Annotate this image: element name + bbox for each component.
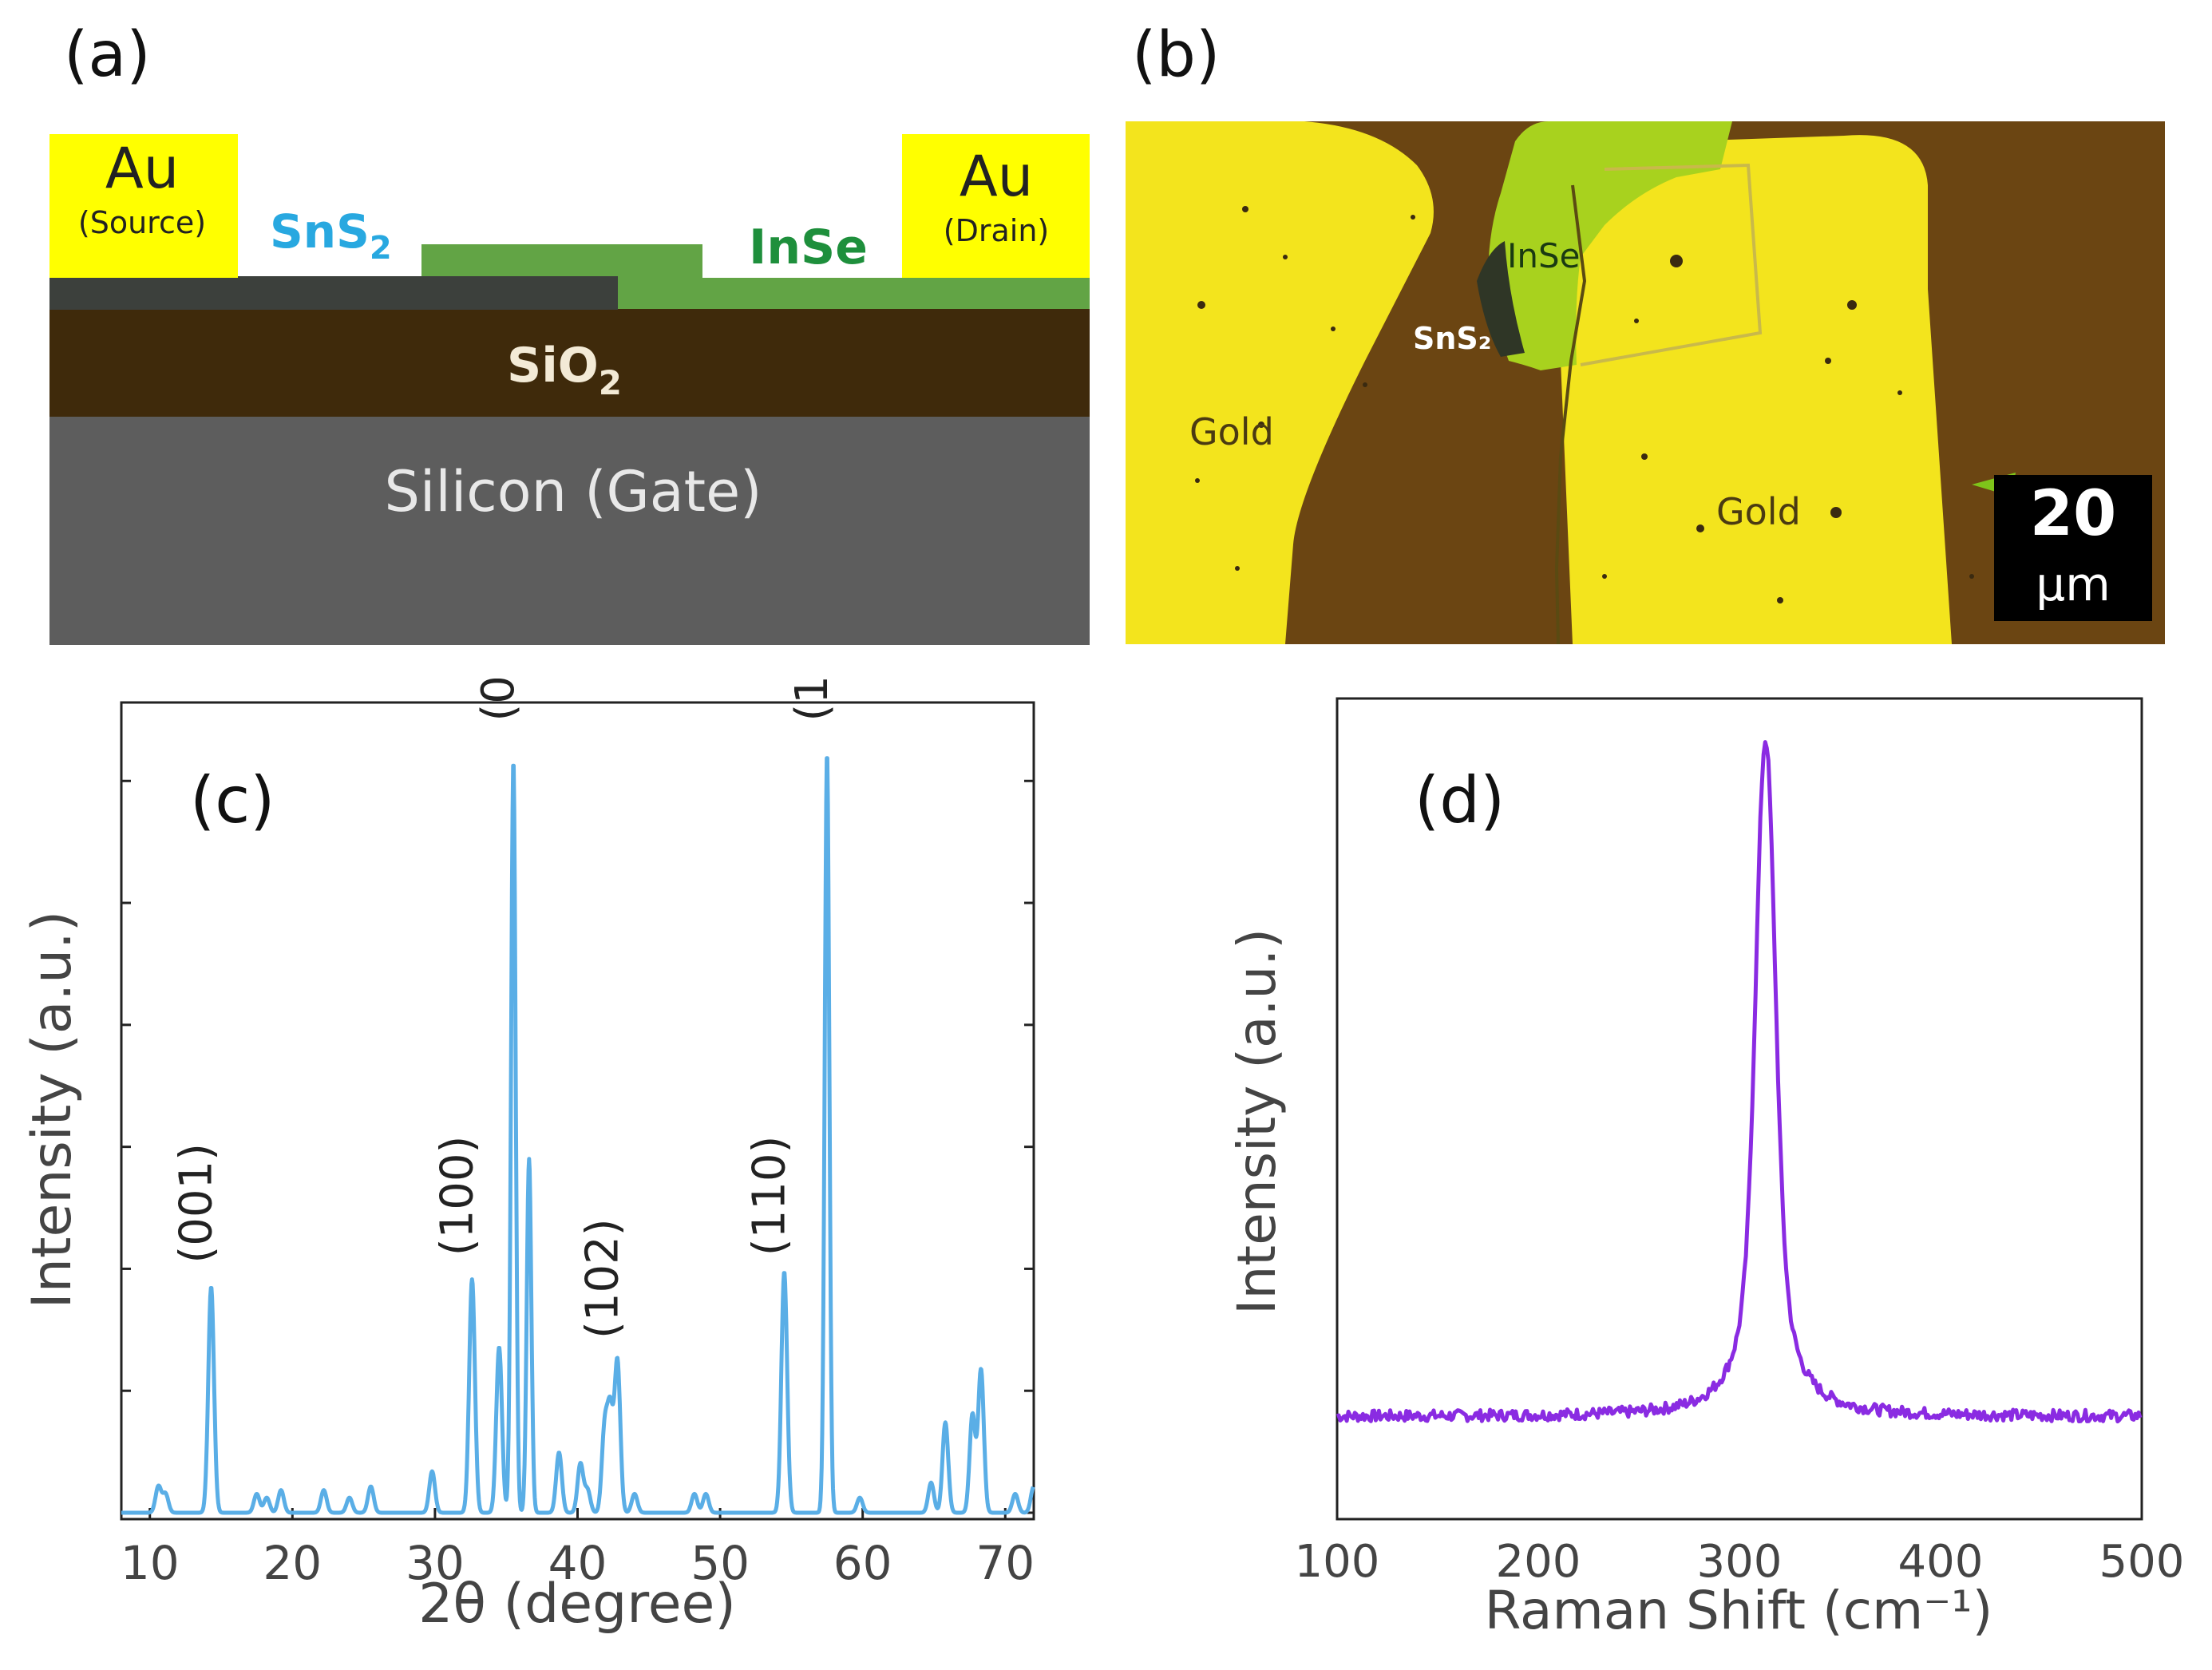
- inse-image-label: InSe: [1507, 236, 1581, 275]
- xrd-x-tick-label: 10: [121, 1536, 180, 1590]
- raman-x-tick-label: 200: [1496, 1536, 1581, 1588]
- silicon-gate-label: Silicon (Gate): [385, 459, 762, 524]
- sns2-image-label: SnS₂: [1413, 321, 1491, 356]
- raman-chart: 100 200 300 400 500 Raman Shift (cm⁻¹) Inten…: [1226, 697, 2185, 1641]
- raman-x-tick-label: 400: [1898, 1536, 1984, 1588]
- xrd-x-axis-label: 2θ (degree): [418, 1573, 736, 1636]
- sns2-region: [1477, 241, 1525, 357]
- panel-c-label: (c): [190, 763, 275, 837]
- xrd-ticks: [121, 779, 1034, 1519]
- inse-label: InSe: [749, 220, 868, 275]
- gold-right-label: Gold: [1716, 490, 1801, 533]
- xrd-peak-labels: (001) (100) (011) (102) (110) (111): [171, 679, 839, 1339]
- sns2-label: SnS2: [270, 204, 392, 267]
- scale-bar-box: [1994, 475, 2152, 621]
- dust-particles: [1195, 206, 1974, 603]
- optical-micrograph: InSe SnS₂ Gold Gold 20 μm: [1126, 121, 2165, 644]
- silicon-layer: [49, 415, 1090, 645]
- gold-electrode-right: [1561, 135, 1952, 644]
- inse-flake-edge: [1580, 163, 1763, 366]
- sio2-label: SiO2: [507, 338, 622, 402]
- xrd-x-tick-label: 30: [406, 1536, 465, 1590]
- raman-y-axis-label: Intensity (a.u.): [1226, 928, 1288, 1315]
- xrd-tick-labels: 10 20 30 40 50 60 70: [121, 1536, 1035, 1590]
- gold-left-label: Gold: [1189, 410, 1274, 453]
- xrd-peak-label: (111): [786, 679, 838, 722]
- xrd-y-axis-label: Intensity (a.u.): [21, 911, 84, 1309]
- xrd-peak-label: (001): [171, 1143, 223, 1264]
- raman-series-line: [1336, 740, 2143, 1424]
- xrd-x-tick-label: 20: [263, 1536, 322, 1590]
- xrd-x-tick-label: 70: [975, 1536, 1035, 1590]
- raman-x-axis-label: Raman Shift (cm⁻¹): [1485, 1580, 1993, 1641]
- raman-plot-frame: [1336, 697, 2143, 1521]
- au-drain-pad: [902, 134, 1090, 278]
- inse-layer: [421, 244, 1090, 309]
- sns2-layer: [49, 276, 618, 310]
- scale-bar-value: 20: [2030, 478, 2117, 550]
- xrd-chart: 10 20 30 40 50 60 70 (001) (100) (011) (102) (110)…: [21, 679, 1035, 1636]
- scale-bar-unit: μm: [2036, 557, 2110, 611]
- xrd-peak-label: (102): [577, 1218, 629, 1339]
- inse-flake: [1488, 121, 1732, 370]
- panel-b-label: (b): [1132, 19, 1221, 91]
- au-source-sublabel: (Source): [78, 205, 206, 240]
- xrd-x-tick-label: 40: [548, 1536, 607, 1590]
- xrd-peak-label: (011): [473, 679, 524, 722]
- device-schematic: Au (Source) Au (Drain) SnS2 InSe SiO2 Si…: [49, 134, 1090, 645]
- xrd-series-line: [120, 756, 1035, 1515]
- raman-tick-labels: 100 200 300 400 500: [1295, 1536, 2185, 1588]
- flake-crack: [1554, 184, 1587, 644]
- xrd-peak-label: (110): [743, 1136, 795, 1256]
- xrd-x-tick-label: 60: [833, 1536, 892, 1590]
- xrd-peak-label: (100): [431, 1136, 483, 1256]
- raman-x-tick-label: 500: [2099, 1536, 2185, 1588]
- xrd-x-tick-label: 50: [691, 1536, 750, 1590]
- au-drain-label: Au: [960, 144, 1033, 209]
- au-source-pad: [49, 134, 238, 278]
- panel-a-label: (a): [64, 19, 151, 91]
- raman-x-tick-label: 100: [1295, 1536, 1380, 1588]
- au-source-label: Au: [105, 136, 179, 201]
- sio2-layer: [49, 307, 1090, 417]
- raman-x-tick-label: 300: [1697, 1536, 1783, 1588]
- gold-electrode-left: [1126, 121, 1434, 644]
- panel-d-label: (d): [1415, 763, 1505, 837]
- au-drain-sublabel: (Drain): [944, 213, 1049, 248]
